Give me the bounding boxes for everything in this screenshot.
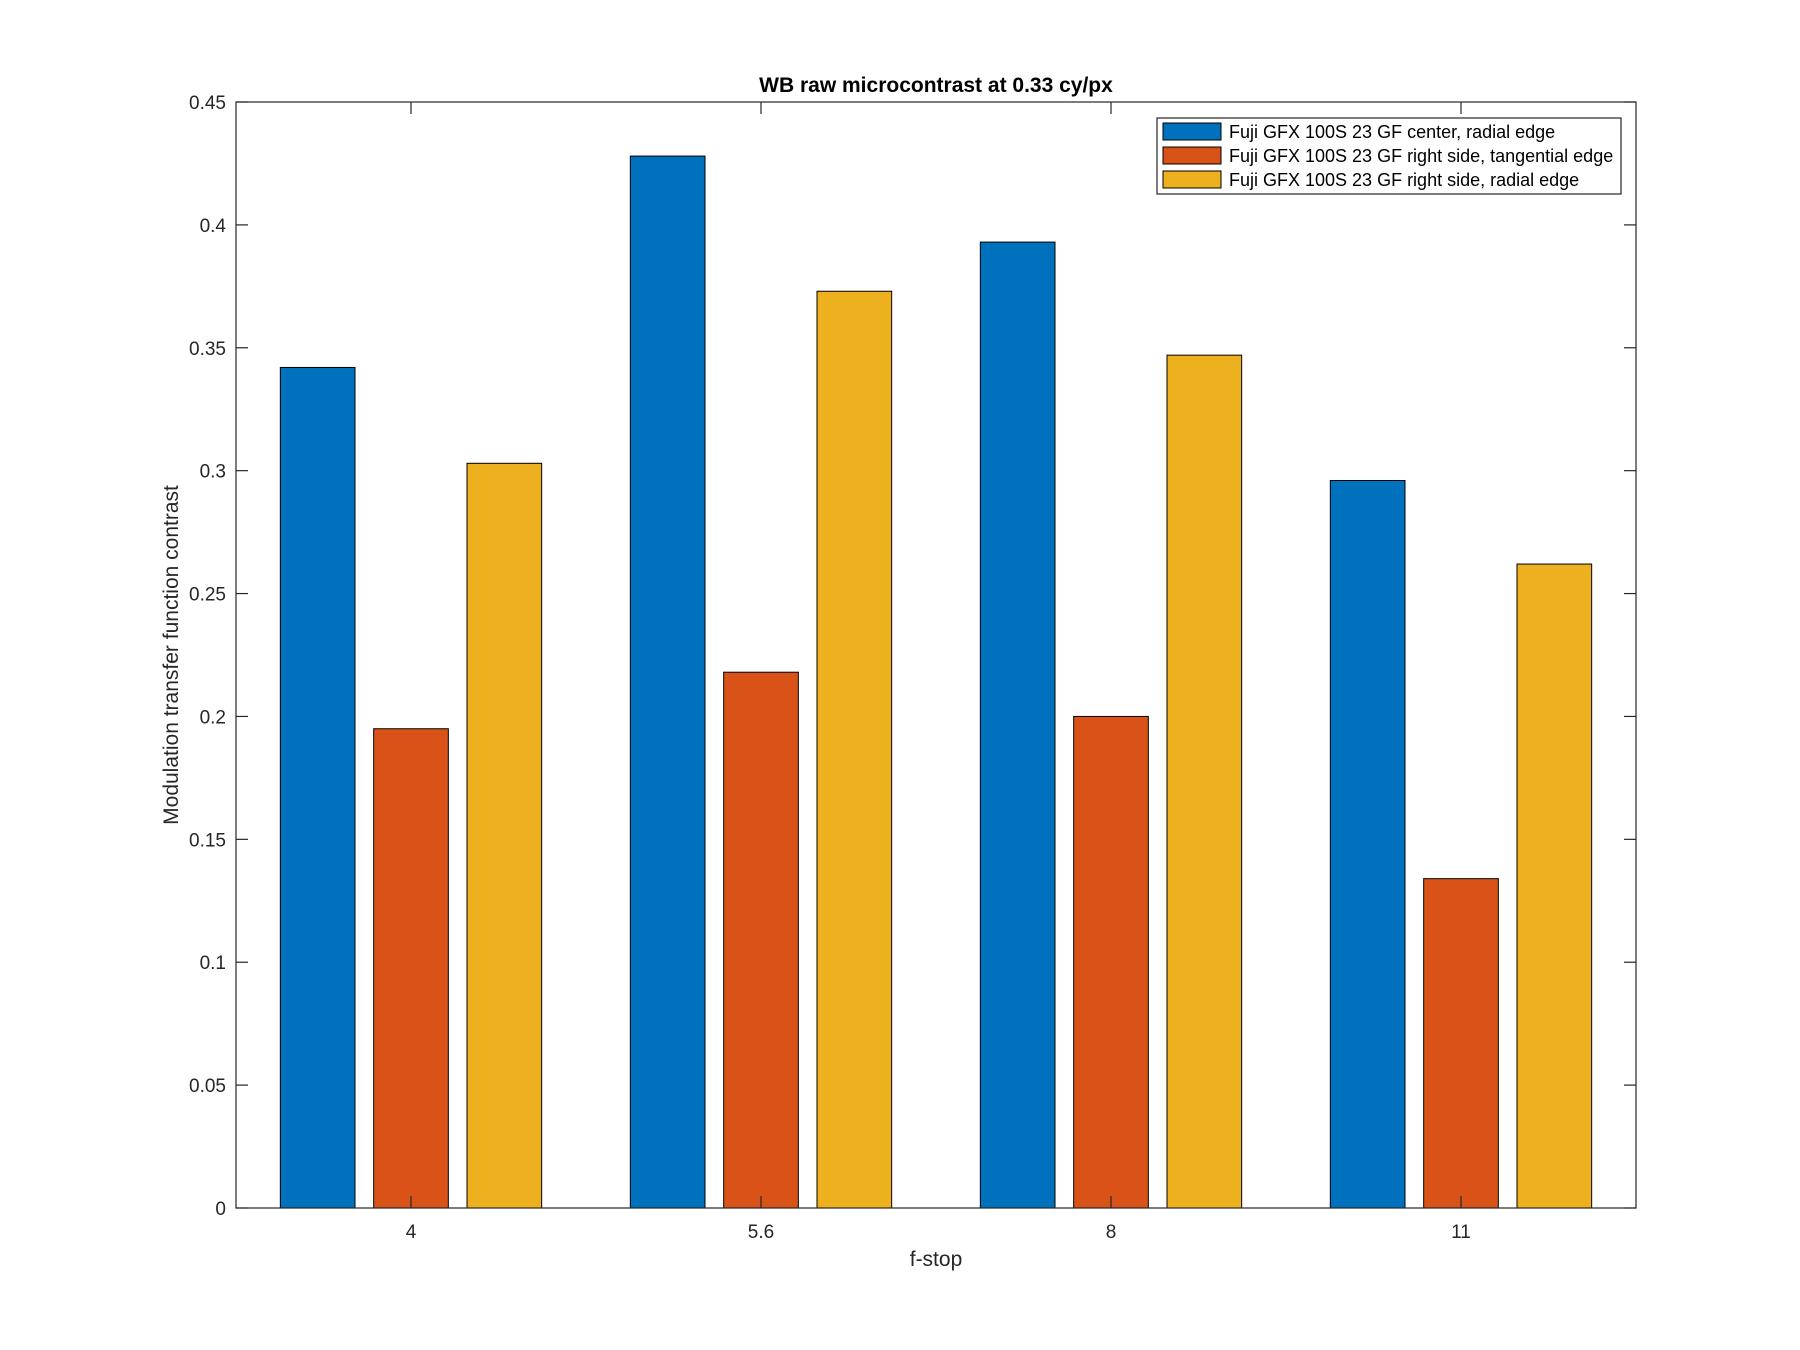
y-tick-label: 0.15 xyxy=(189,830,226,851)
bar-s3-8 xyxy=(1166,354,1243,1209)
x-tick-label: 4 xyxy=(406,1222,417,1243)
x-tick-label: 5.6 xyxy=(748,1222,774,1243)
bars-group xyxy=(279,155,1593,1209)
legend-label-2: Fuji GFX 100S 23 GF right side, tangenti… xyxy=(1229,146,1613,166)
bar-s1-4 xyxy=(279,366,356,1209)
y-tick-label: 0.25 xyxy=(189,585,226,606)
y-tick-label: 0.2 xyxy=(200,707,226,728)
plot-frame xyxy=(235,101,1637,1209)
x-tick-label: 8 xyxy=(1106,1222,1117,1243)
y-axis-label: Modulation transfer function contrast xyxy=(160,485,183,825)
chart-title: WB raw microcontrast at 0.33 cy/px xyxy=(759,74,1113,97)
legend-label-3: Fuji GFX 100S 23 GF right side, radial e… xyxy=(1229,170,1579,190)
ticks-group xyxy=(236,101,1636,1209)
legend-swatch-1 xyxy=(1162,122,1222,141)
y-tick-label: 0.4 xyxy=(200,216,227,237)
bar-s3-4 xyxy=(466,462,543,1209)
legend-swatch-3 xyxy=(1162,170,1222,189)
bar-s3-5_6 xyxy=(816,290,893,1209)
bar-s3-11 xyxy=(1516,563,1593,1209)
x-axis-label: f-stop xyxy=(910,1248,963,1271)
legend-label-1: Fuji GFX 100S 23 GF center, radial edge xyxy=(1229,122,1555,142)
bar-s1-11 xyxy=(1329,479,1406,1209)
y-tick-label: 0.45 xyxy=(189,93,226,114)
bar-s2-8 xyxy=(1073,715,1149,1209)
bar-s2-5_6 xyxy=(723,671,799,1209)
y-tick-label: 0.1 xyxy=(200,953,226,974)
y-tick-labels: 0 0.05 0.1 0.15 0.2 0.25 0.3 0.35 0.4 0.45 xyxy=(189,93,226,1220)
y-tick-label: 0 xyxy=(215,1199,226,1220)
bar-s1-5_6 xyxy=(629,155,706,1209)
x-tick-label: 11 xyxy=(1451,1222,1471,1243)
x-tick-labels: 4 5.6 8 11 xyxy=(406,1222,1471,1243)
y-tick-label: 0.05 xyxy=(189,1076,226,1097)
bar-s2-11 xyxy=(1423,878,1499,1209)
y-tick-label: 0.3 xyxy=(200,462,226,483)
y-tick-label: 0.35 xyxy=(189,339,226,360)
legend-swatch-2 xyxy=(1162,146,1222,165)
legend-box xyxy=(1156,117,1622,195)
bar-s1-8 xyxy=(979,241,1056,1209)
legend: Fuji GFX 100S 23 GF center, radial edge F… xyxy=(1156,117,1622,195)
bar-s2-4 xyxy=(373,728,449,1209)
